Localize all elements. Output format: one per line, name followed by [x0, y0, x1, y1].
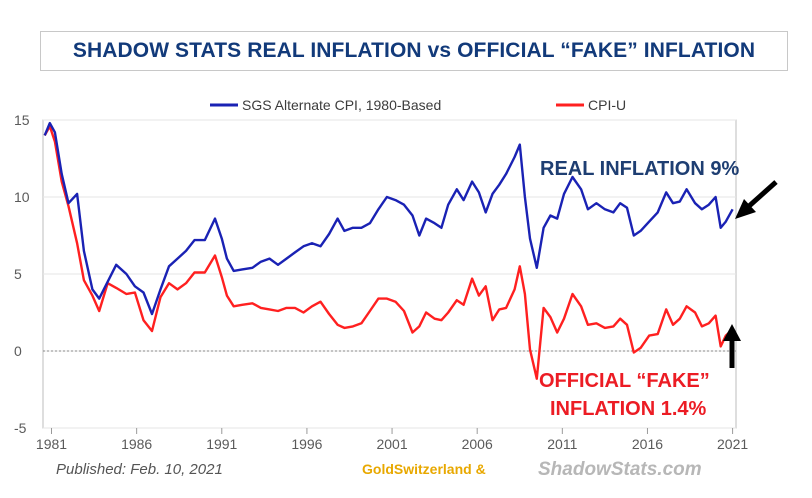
x-tick-label: 2021: [717, 436, 748, 452]
published-date: Published: Feb. 10, 2021: [56, 461, 223, 478]
legend-label-sgs: SGS Alternate CPI, 1980-Based: [242, 97, 441, 113]
legend-label-cpiu: CPI-U: [588, 97, 626, 113]
series-group: [43, 121, 734, 380]
x-axis: 1981 1986 1991 1996 2001 2006 2011 2016 2021: [36, 428, 748, 452]
series-line-cpiu: [43, 125, 734, 380]
series-line-sgs: [43, 121, 734, 316]
arrow-real-icon: [735, 180, 778, 219]
y-tick-label: 10: [14, 189, 30, 205]
arrow-official-icon: [723, 324, 741, 368]
y-tick-label: 0: [14, 343, 22, 359]
x-tick-label: 2011: [547, 436, 577, 452]
chart-title: SHADOW STATS REAL INFLATION vs OFFICIAL …: [40, 31, 788, 71]
x-tick-label: 1981: [36, 436, 67, 452]
x-tick-label: 1991: [206, 436, 237, 452]
annotation-official-line1: OFFICIAL “FAKE”: [539, 370, 710, 392]
legend: SGS Alternate CPI, 1980-Based CPI-U: [210, 97, 626, 113]
y-tick-label: 15: [14, 112, 30, 128]
x-tick-label: 1986: [121, 436, 152, 452]
brand-goldswitzerland: GoldSwitzerland &: [362, 461, 486, 477]
x-tick-label: 1996: [291, 436, 322, 452]
annotation-official-line2: INFLATION 1.4%: [550, 398, 707, 420]
x-tick-label: 2016: [632, 436, 663, 452]
annotation-real-inflation: REAL INFLATION 9%: [540, 158, 739, 180]
y-tick-label: -5: [14, 420, 27, 436]
x-tick-label: 2006: [462, 436, 493, 452]
y-axis: 15 10 5 0 -5: [14, 112, 30, 436]
y-tick-label: 5: [14, 266, 22, 282]
x-tick-label: 2001: [376, 436, 407, 452]
brand-shadowstats: ShadowStats.com: [538, 459, 702, 480]
